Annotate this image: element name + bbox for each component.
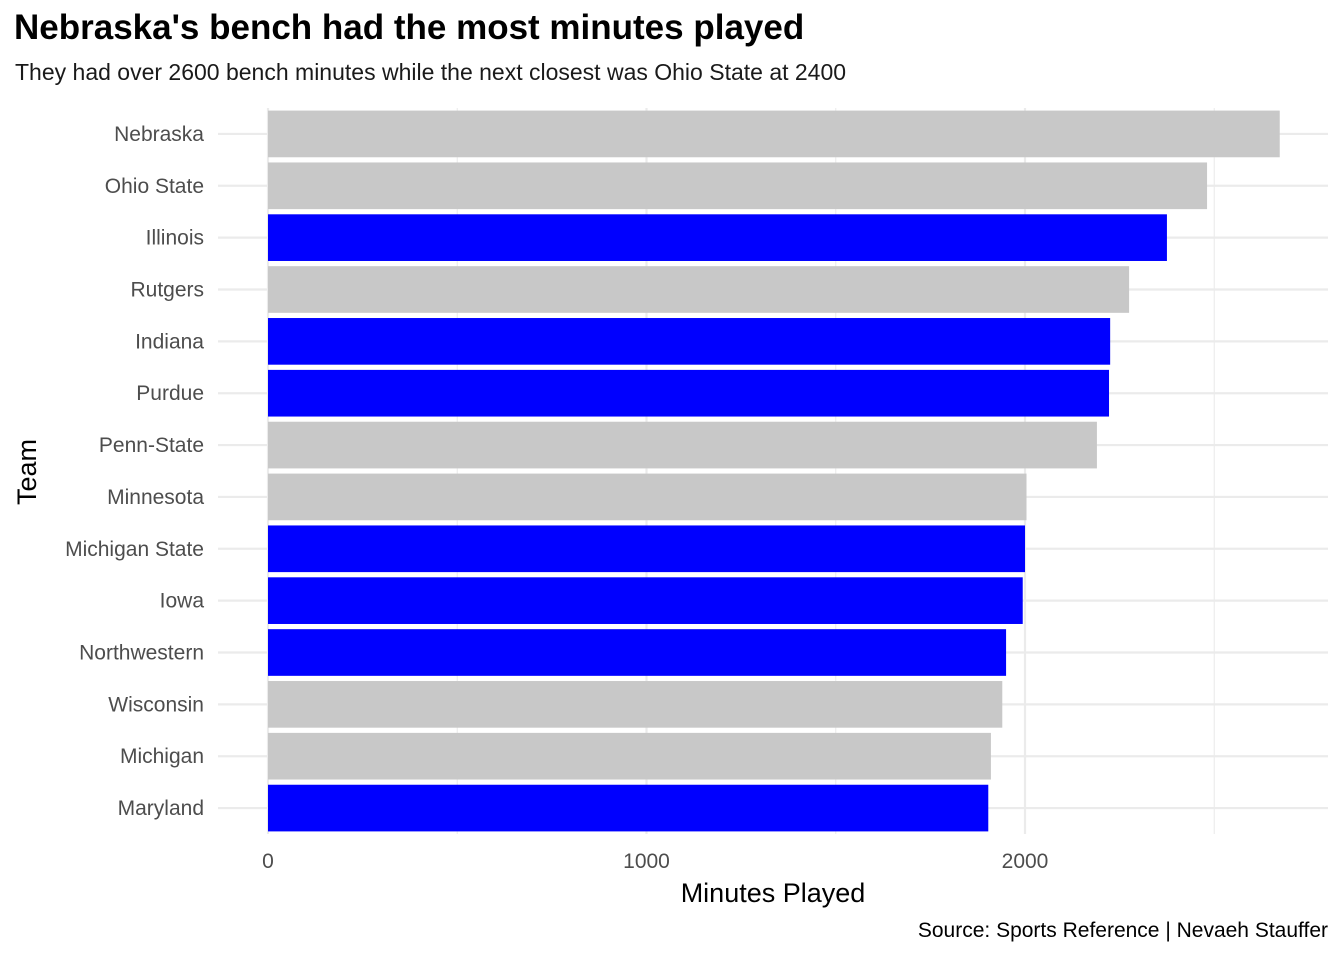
bar [268,318,1111,365]
y-tick-label: Maryland [118,797,204,820]
x-tick-label: 2000 [1002,850,1049,873]
bar [268,784,989,832]
bar [268,110,1280,158]
y-tick-label: Illinois [146,227,204,250]
x-axis-title: Minutes Played [681,878,866,908]
bar [268,473,1027,521]
bars [268,110,1280,832]
bar [268,681,1003,728]
y-tick-labels: Nebraska Ohio State Illinois Rutgers Indiana… [65,123,204,820]
bar [268,732,991,780]
y-tick-label: Nebraska [114,123,204,146]
bar [268,266,1130,313]
bar [268,162,1208,210]
bar [268,214,1167,261]
y-tick-label: Minnesota [107,486,204,509]
y-tick-label: Michigan [120,745,204,768]
y-tick-label: Rutgers [130,279,204,302]
y-tick-label: Ohio State [105,175,204,198]
bar [268,369,1110,417]
x-tick-labels: 0 1000 2000 [262,850,1048,873]
x-tick-label: 1000 [623,850,670,873]
y-tick-label: Iowa [160,590,205,613]
y-tick-label: Indiana [135,330,204,353]
y-axis-title: Team [12,439,42,505]
y-tick-label: Northwestern [79,642,204,665]
bar [268,421,1097,469]
y-tick-label: Wisconsin [108,693,204,716]
chart-caption: Source: Sports Reference | Nevaeh Stauff… [917,919,1328,942]
y-tick-label: Purdue [136,382,204,405]
chart-title: Nebraska's bench had the most minutes pl… [14,8,805,47]
bar [268,629,1007,676]
y-tick-label: Penn-State [99,434,204,457]
x-tick-label: 0 [262,850,274,873]
y-tick-label: Michigan State [65,538,204,561]
bar [268,525,1025,573]
bar [268,577,1023,624]
chart-subtitle: They had over 2600 bench minutes while t… [15,59,847,85]
